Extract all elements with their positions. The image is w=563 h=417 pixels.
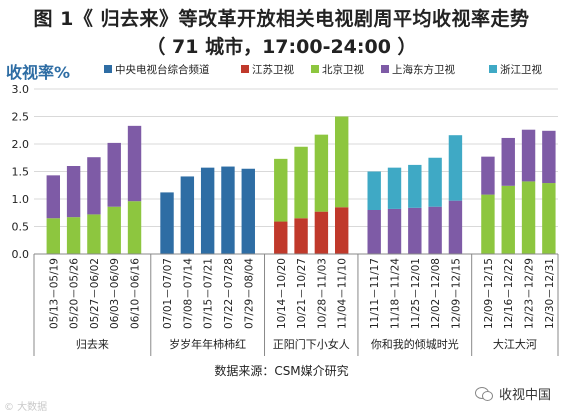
bar-segment-beijing <box>66 217 81 254</box>
bar-segment-shanghai <box>501 137 515 186</box>
x-tick-label: 06/03－06/09 <box>109 258 121 329</box>
bar-segment-zhejiang <box>367 171 381 210</box>
chart-subtitle: （ 71 城市，17:00-24:00 ） <box>146 36 417 58</box>
bar-segment-jiangsu <box>294 218 308 254</box>
bar-segment-shanghai <box>521 129 536 182</box>
x-tick-label: 07/08－07/14 <box>182 258 194 329</box>
bar-segment-beijing <box>334 116 349 208</box>
y-tick-label: 0.0 <box>12 248 30 261</box>
bar-segment-zhejiang <box>448 135 463 201</box>
x-tick-label: 06/10－06/16 <box>130 258 142 329</box>
y-tick-label: 0.5 <box>12 221 30 234</box>
y-axis-label: 收视率% <box>6 63 70 82</box>
x-tick-label: 07/01－07/07 <box>162 258 174 329</box>
y-tick-label: 3.0 <box>12 83 30 96</box>
x-tick-label: 12/09－12/15 <box>450 258 462 329</box>
x-tick-label: 12/02－12/08 <box>430 258 442 329</box>
group-label: 归去来 <box>76 337 109 351</box>
y-tick-label: 2.5 <box>12 111 30 124</box>
group-label: 你和我的倾城时光 <box>371 337 459 351</box>
y-tick-label: 1.0 <box>12 193 30 206</box>
y-axis-ticks: 0.0 0.5 1.0 1.5 2.0 2.5 3.0 <box>12 83 30 261</box>
group-label: 正阳门下小女人 <box>273 337 350 351</box>
bar-segment-jiangsu <box>274 221 288 254</box>
bar-segment-cctv <box>241 168 255 254</box>
x-tick-label: 07/22－07/28 <box>223 258 235 329</box>
legend-swatch-cctv <box>104 65 112 73</box>
bar-segment-beijing <box>127 201 142 254</box>
x-tick-label: 05/20－05/26 <box>69 258 81 329</box>
group-label: 岁岁年年柿柿红 <box>169 337 246 351</box>
bar-segment-zhejiang <box>387 167 402 209</box>
x-tick-label: 10/28－11/03 <box>316 258 328 329</box>
bar-segment-shanghai <box>367 210 381 254</box>
bar-segment-shanghai <box>127 125 142 202</box>
legend-swatch-jiangsu <box>241 65 249 73</box>
bar-segment-jiangsu <box>334 207 349 254</box>
legend-label-shanghai: 上海东方卫视 <box>392 63 455 76</box>
x-tick-label: 12/09－12/15 <box>483 258 495 329</box>
bar-segment-beijing <box>274 158 288 222</box>
x-tick-label: 12/16－12/22 <box>503 258 515 329</box>
x-tick-label: 12/30－12/31 <box>544 258 556 329</box>
x-tick-label: 05/27－06/02 <box>89 258 101 329</box>
bar-segment-beijing <box>87 214 101 254</box>
bar-segment-cctv <box>200 167 215 254</box>
x-tick-label: 11/04－11/10 <box>337 258 349 329</box>
wechat-icon <box>474 386 493 401</box>
x-tick-label: 12/23－12/29 <box>524 258 536 329</box>
bar-segment-beijing <box>501 185 515 254</box>
bars <box>46 116 556 254</box>
bar-segment-beijing <box>46 218 60 254</box>
x-tick-label: 07/15－07/21 <box>203 258 215 329</box>
bar-segment-shanghai <box>408 207 422 254</box>
x-tick-label: 07/29－08/04 <box>243 258 255 329</box>
bar-segment-beijing <box>481 194 495 254</box>
x-tick-label: 11/11－11/17 <box>369 258 381 329</box>
x-tick-label: 10/14－10/20 <box>276 258 288 329</box>
legend-label-jiangsu: 江苏卫视 <box>252 63 294 76</box>
bar-segment-shanghai <box>46 175 60 219</box>
legend-swatch-shanghai <box>381 65 389 73</box>
brand-watermark: 收视中国 <box>474 384 551 403</box>
data-source-note: 数据来源：CSM媒介研究 <box>214 364 349 378</box>
legend: 中央电视台综合频道 江苏卫视 北京卫视 上海东方卫视 浙江卫视 <box>104 63 542 76</box>
chart-title: 图 1《 归去来》等改革开放相关电视剧周平均收视率走势 <box>33 8 530 30</box>
x-tick-label: 05/13－05/19 <box>48 258 60 329</box>
x-tick-label: 11/18－11/24 <box>390 258 402 329</box>
group-label: 大江大河 <box>493 337 537 351</box>
bar-segment-shanghai <box>481 156 495 195</box>
bar-segment-beijing <box>542 183 556 254</box>
y-tick-label: 2.0 <box>12 138 30 151</box>
bar-segment-zhejiang <box>408 164 422 208</box>
bar-segment-shanghai <box>542 130 556 184</box>
bar-segment-beijing <box>314 134 329 212</box>
bar-segment-beijing <box>294 146 308 219</box>
bar-segment-cctv <box>160 192 174 254</box>
bar-segment-shanghai <box>66 166 81 218</box>
bar-segment-beijing <box>521 181 536 254</box>
x-axis: 05/13－05/19 05/20－05/26 05/27－06/02 06/03－0… <box>33 253 559 356</box>
bar-segment-shanghai <box>448 200 463 254</box>
bar-segment-shanghai <box>87 157 101 215</box>
bar-segment-jiangsu <box>314 211 329 254</box>
bar-segment-cctv <box>180 176 195 254</box>
bar-segment-zhejiang <box>428 157 442 207</box>
legend-label-zhejiang: 浙江卫视 <box>500 63 542 76</box>
y-tick-label: 1.5 <box>12 166 30 179</box>
bar-segment-shanghai <box>387 208 402 254</box>
legend-swatch-zhejiang <box>489 65 497 73</box>
brand-name: 收视中国 <box>498 388 551 403</box>
legend-label-beijing: 北京卫视 <box>322 63 364 76</box>
bar-segment-beijing <box>107 206 121 254</box>
bar-segment-shanghai <box>428 206 442 254</box>
bar-segment-shanghai <box>107 142 121 207</box>
watermark-left: © 大数据 <box>4 402 48 413</box>
x-tick-label: 10/21－10/27 <box>296 258 308 329</box>
legend-label-cctv: 中央电视台综合频道 <box>115 63 210 76</box>
bar-segment-cctv <box>221 166 235 254</box>
legend-swatch-beijing <box>311 65 319 73</box>
x-tick-label: 11/25－12/01 <box>410 258 422 329</box>
